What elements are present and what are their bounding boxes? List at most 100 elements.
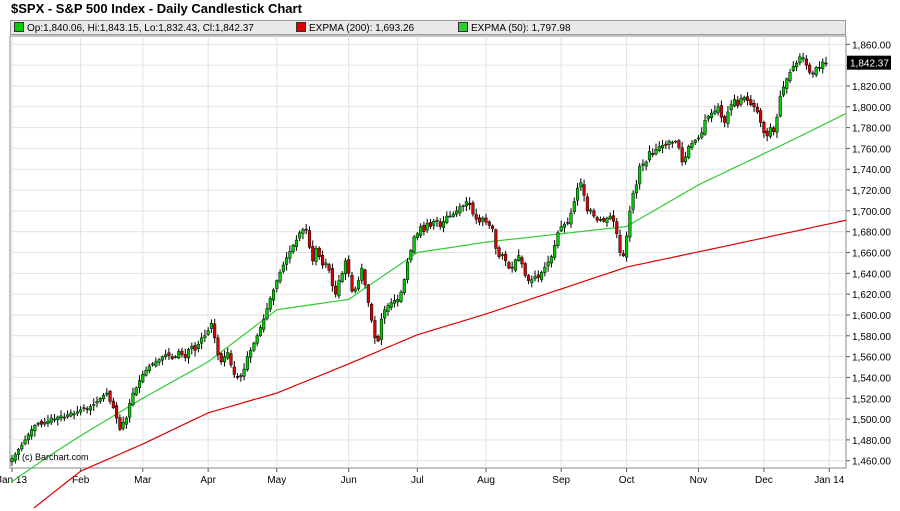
legend-ema200-label: EXPMA (200): 1,693.26 <box>309 23 415 34</box>
y-tick-label: 1,820.00 <box>852 82 891 93</box>
candle-up <box>693 139 697 144</box>
candle-up <box>464 201 468 207</box>
candle-up <box>409 250 413 261</box>
y-tick-label: 1,640.00 <box>852 269 891 280</box>
candle-down <box>428 222 432 227</box>
candle-up <box>186 349 191 359</box>
candle-up <box>706 115 710 120</box>
candle-down <box>677 140 681 148</box>
candle-up <box>141 374 145 383</box>
candle-up <box>285 257 289 265</box>
candle-up <box>598 218 602 221</box>
candle-up <box>713 110 717 114</box>
candle-up <box>10 458 14 463</box>
candle-up <box>203 335 207 338</box>
y-tick-label: 1,580.00 <box>852 332 891 343</box>
candle-up <box>419 226 423 236</box>
candle-up <box>88 406 93 411</box>
candle-down <box>811 72 815 75</box>
candle-up <box>572 201 576 212</box>
candle-up <box>687 146 691 158</box>
x-tick-label: Jul <box>411 475 424 486</box>
candle-up <box>821 61 825 69</box>
candle-up <box>157 359 161 363</box>
copyright-credit: (c) Barchart.com <box>22 452 89 462</box>
candle-down <box>520 257 524 265</box>
candle-up <box>690 142 694 148</box>
candle-up <box>556 232 560 246</box>
candle-up <box>33 425 37 432</box>
candle-down <box>745 96 750 101</box>
candle-up <box>638 165 642 185</box>
candle-up <box>288 251 292 259</box>
candle-up <box>242 368 246 377</box>
candle-down <box>755 106 759 113</box>
candle-down <box>474 214 478 220</box>
candle-down <box>111 400 115 408</box>
last-value-tag <box>847 55 891 70</box>
candle-down <box>736 99 740 106</box>
candle-down <box>236 375 240 378</box>
candle-up <box>144 369 148 376</box>
candle-up <box>95 401 99 404</box>
candle-down <box>85 408 89 410</box>
y-tick-label: 1,700.00 <box>852 207 891 218</box>
candle-down <box>317 247 321 257</box>
candle-up <box>46 420 50 424</box>
candle-up <box>696 137 701 140</box>
candle-down <box>183 354 187 358</box>
candle-up <box>406 261 410 280</box>
candle-up <box>75 411 79 414</box>
candle-down <box>62 416 66 419</box>
candle-up <box>670 141 674 144</box>
candle-down <box>526 275 531 281</box>
candle-down <box>376 336 380 342</box>
candle-up <box>569 212 573 225</box>
candle-down <box>477 217 482 223</box>
candle-down <box>723 116 727 123</box>
candle-down <box>719 105 723 118</box>
series-line-ema200 <box>32 219 846 508</box>
candle-up <box>343 260 347 275</box>
candle-up <box>732 99 737 107</box>
candle-down <box>618 235 622 253</box>
candle-up <box>137 380 142 388</box>
last-value-label: 1,842.37 <box>850 59 889 70</box>
candle-up <box>778 96 782 117</box>
candle-up <box>30 429 34 437</box>
candle-up <box>245 356 249 370</box>
candle-up <box>239 375 243 378</box>
candle-up <box>543 266 547 273</box>
candle-up <box>206 330 210 335</box>
candle-up <box>386 305 390 313</box>
candle-up <box>415 233 419 238</box>
candle-down <box>602 218 606 222</box>
candle-up <box>432 221 436 226</box>
candle-up <box>703 120 707 135</box>
candle-up <box>52 418 57 421</box>
candle-up <box>147 365 151 372</box>
candle-down <box>39 421 43 425</box>
candle-up <box>151 363 155 366</box>
candle-down <box>585 196 589 212</box>
x-tick-label: Apr <box>200 475 216 486</box>
candle-down <box>330 268 334 287</box>
ema200-swatch-icon <box>296 22 306 32</box>
candle-up <box>298 232 302 239</box>
plot-area <box>9 35 847 469</box>
candle-down <box>749 99 753 105</box>
candle-up <box>458 206 462 214</box>
candle-up <box>43 421 47 425</box>
candle-up <box>379 318 383 340</box>
candle-up <box>448 215 452 218</box>
candle-up <box>340 273 344 282</box>
y-tick-label: 1,520.00 <box>852 394 891 405</box>
candle-up <box>36 422 40 425</box>
candle-up <box>553 244 557 258</box>
legend-ema200: EXPMA (200): 1,693.26 <box>296 22 414 34</box>
y-tick-label: 1,560.00 <box>852 353 891 364</box>
candle-up <box>128 403 132 418</box>
candle-down <box>759 110 763 123</box>
x-tick-label: Jun <box>341 475 357 486</box>
